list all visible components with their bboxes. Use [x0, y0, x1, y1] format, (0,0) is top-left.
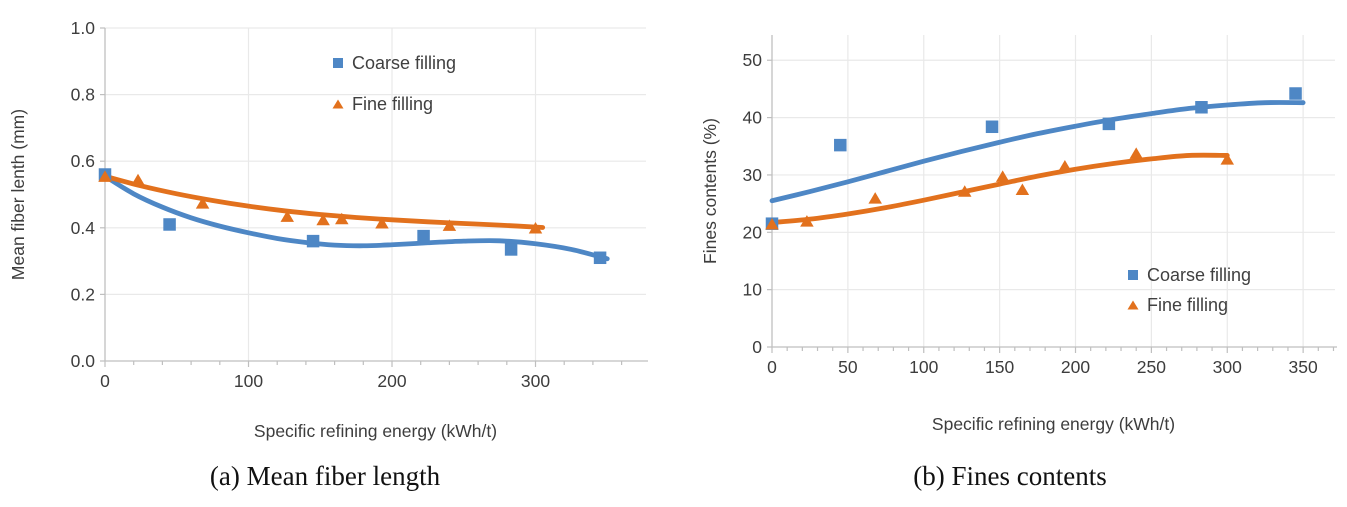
- triangle-marker: [995, 170, 1010, 182]
- square-marker: [593, 251, 607, 265]
- x-tick-labels: 0 50 100 150 200 250 300 350: [767, 357, 1318, 377]
- y-tick-labels: 0.0 0.2 0.4 0.6 0.8 1.0: [71, 18, 96, 371]
- legend-square-icon: [333, 58, 343, 68]
- series-fine-filling-markers: [765, 147, 1235, 230]
- svg-text:200: 200: [1061, 357, 1090, 377]
- chart-b: 0 50 100 150 200 250 300 350 0 10 20 30 40 50 Specific…: [690, 0, 1347, 457]
- legend: Coarse filling Fine filling: [1127, 265, 1251, 315]
- axes: [771, 35, 1337, 348]
- legend-triangle-icon: [332, 99, 344, 109]
- triangle-marker: [1129, 147, 1143, 159]
- square-marker: [985, 120, 999, 134]
- svg-text:100: 100: [234, 371, 263, 391]
- square-marker: [834, 138, 847, 152]
- svg-text:0: 0: [100, 371, 110, 391]
- caption-b: (b) Fines contents: [913, 461, 1107, 491]
- triangle-marker: [868, 192, 882, 204]
- svg-text:0: 0: [767, 357, 777, 377]
- svg-text:20: 20: [743, 222, 763, 242]
- svg-text:250: 250: [1137, 357, 1166, 377]
- square-marker: [163, 218, 176, 231]
- legend-label: Fine filling: [352, 94, 433, 114]
- y-tick-labels: 0 10 20 30 40 50: [743, 50, 763, 357]
- legend-label: Fine filling: [1147, 295, 1228, 315]
- triangle-marker: [765, 217, 779, 230]
- svg-text:0.2: 0.2: [71, 284, 95, 304]
- square-marker: [504, 243, 518, 256]
- square-marker: [417, 229, 430, 243]
- svg-text:0.0: 0.0: [71, 351, 96, 371]
- square-marker: [1195, 101, 1208, 114]
- square-marker: [1102, 117, 1116, 131]
- svg-text:0.8: 0.8: [71, 85, 95, 105]
- y-axis-label: Fines contents (%): [700, 118, 720, 264]
- svg-text:30: 30: [743, 165, 763, 185]
- legend-square-icon: [1128, 270, 1138, 280]
- chart-a-svg: 0 100 200 300 0.0 0.2 0.4 0.6 0.8 1.0 Specific ref…: [8, 18, 648, 441]
- series-fine-filling-trend-curve: [102, 173, 546, 230]
- x-axis-label: Specific refining energy (kWh/t): [254, 421, 497, 441]
- triangle-marker: [528, 222, 543, 234]
- tick-marks: [100, 27, 623, 367]
- chart-b-svg: 0 50 100 150 200 250 300 350 0 10 20 30 40 50 Specific…: [700, 35, 1337, 434]
- legend-label: Coarse filling: [352, 53, 456, 73]
- triangle-marker: [957, 185, 972, 197]
- svg-text:0.4: 0.4: [71, 218, 96, 238]
- tick-marks: [767, 59, 1335, 353]
- square-marker: [1289, 87, 1302, 100]
- chart-a: 0 100 200 300 0.0 0.2 0.4 0.6 0.8 1.0 Specific ref…: [0, 0, 685, 457]
- svg-text:0: 0: [752, 337, 762, 357]
- square-marker: [306, 234, 320, 248]
- svg-text:40: 40: [743, 108, 763, 128]
- series-fine-filling-trend-curve: [769, 152, 1230, 225]
- triangle-marker: [1015, 183, 1030, 196]
- svg-text:0.6: 0.6: [71, 151, 95, 171]
- triangle-marker: [442, 219, 457, 231]
- svg-text:50: 50: [838, 357, 858, 377]
- series-coarse-filling-trend-curve: [102, 173, 610, 262]
- series-coarse-filling-markers: [765, 87, 1302, 230]
- triangle-marker: [1058, 160, 1072, 172]
- series-fine-filling-markers: [98, 170, 543, 234]
- svg-text:350: 350: [1289, 357, 1318, 377]
- caption-a: (a) Mean fiber length: [209, 461, 441, 491]
- triangle-marker: [195, 197, 210, 209]
- svg-text:150: 150: [985, 357, 1014, 377]
- svg-text:300: 300: [521, 371, 550, 391]
- series-coarse-filling-trend-curve: [769, 100, 1306, 204]
- triangle-marker: [335, 212, 349, 225]
- svg-text:100: 100: [909, 357, 938, 377]
- svg-text:1.0: 1.0: [71, 18, 96, 38]
- svg-text:10: 10: [743, 280, 763, 300]
- legend: Coarse filling Fine filling: [332, 53, 456, 114]
- gridlines: [772, 35, 1335, 347]
- triangle-marker: [280, 210, 294, 222]
- y-axis-label: Mean fiber lenth (mm): [8, 109, 28, 280]
- triangle-marker: [98, 170, 112, 182]
- triangle-marker: [316, 213, 330, 226]
- triangle-marker: [1220, 153, 1235, 165]
- legend-triangle-icon: [1127, 300, 1139, 310]
- triangle-marker: [800, 215, 814, 227]
- x-tick-labels: 0 100 200 300: [100, 371, 550, 391]
- legend-label: Coarse filling: [1147, 265, 1251, 285]
- svg-text:50: 50: [743, 50, 763, 70]
- svg-text:200: 200: [377, 371, 406, 391]
- triangle-marker: [375, 217, 389, 229]
- axes: [104, 28, 648, 362]
- x-axis-label: Specific refining energy (kWh/t): [932, 414, 1175, 434]
- triangle-marker: [131, 173, 145, 186]
- gridlines: [105, 27, 646, 361]
- series-coarse-filling-markers: [98, 168, 607, 265]
- svg-text:300: 300: [1213, 357, 1242, 377]
